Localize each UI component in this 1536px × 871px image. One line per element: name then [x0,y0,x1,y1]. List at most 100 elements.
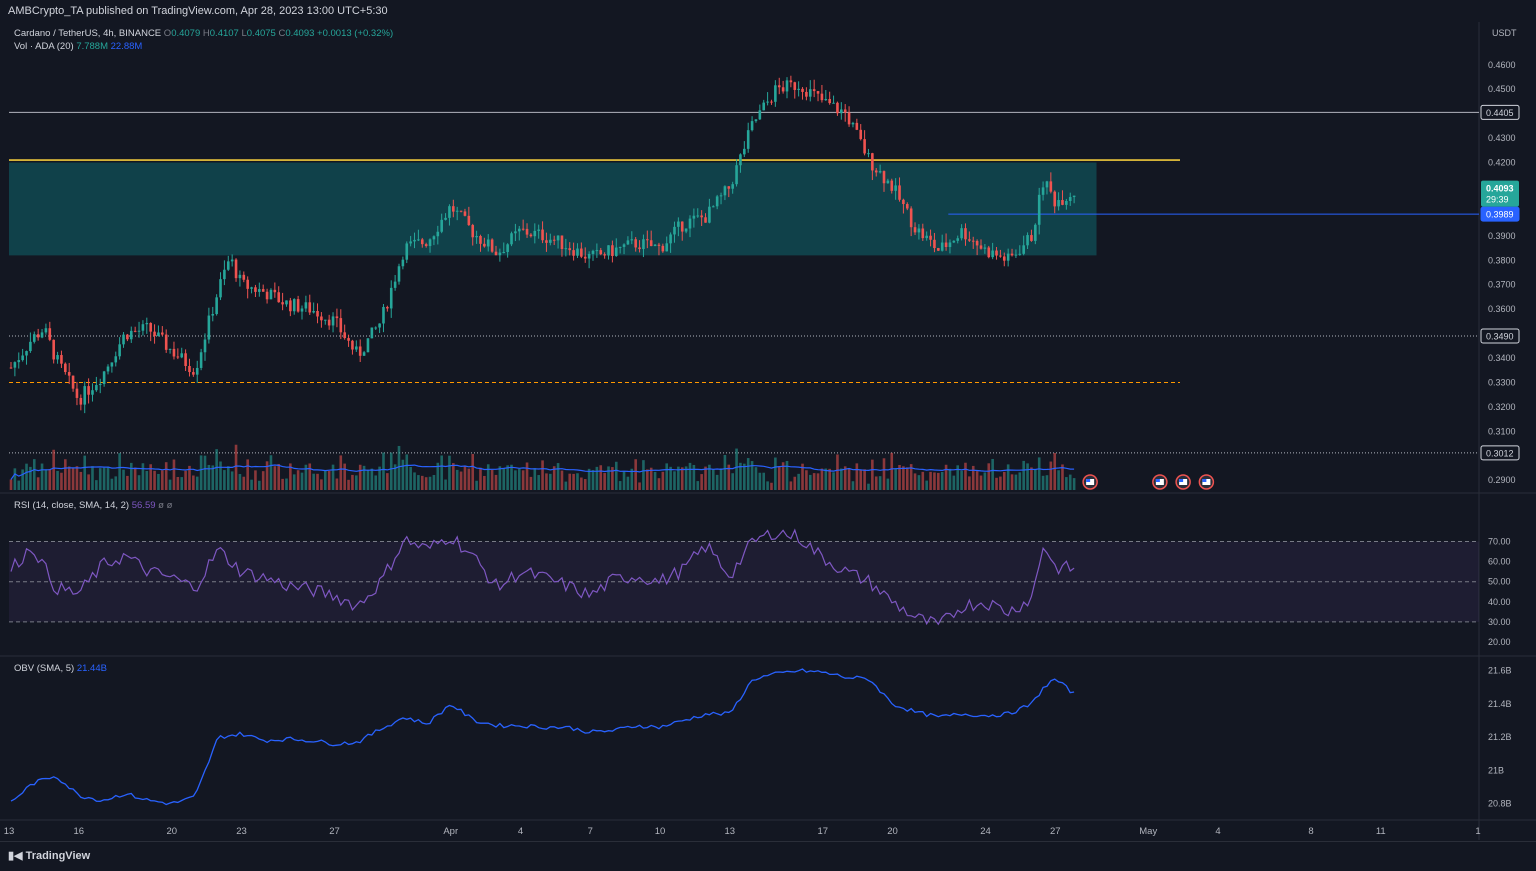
volume-bar [351,474,354,490]
candle-body [316,310,319,317]
time-tick: 16 [73,826,84,837]
economic-events[interactable] [1082,474,1215,490]
candle-body [653,244,657,247]
candle-body [168,348,172,350]
rsi-title: RSI (14, close, SMA, 14, 2) [14,500,130,511]
candle-body [133,330,137,332]
candle-body [739,154,742,166]
volume-bar [273,466,277,490]
us-flag-icon-canton [1086,479,1091,482]
candle-body [696,215,700,217]
price-tick: 0.4600 [1488,60,1516,70]
volume-bar [688,462,692,490]
candle-body [677,221,680,227]
volume-bar [29,466,32,490]
candle-body [719,195,723,197]
candle-body [374,327,378,329]
volume-bar [680,467,684,490]
volume-bar [420,475,424,490]
symbol-title: Cardano / TetherUS, 4h, BINANCE [14,28,162,39]
volume-bar [948,468,952,490]
rsi-legend[interactable]: RSI (14, close, SMA, 14, 2) 56.59 ø ø [14,500,172,511]
volume-legend[interactable]: Vol · ADA (20) 7.788M 22.88M [14,41,142,52]
volume-bar [448,455,451,490]
volume-bar [898,464,901,490]
volume-bar [347,479,350,490]
volume-bar [971,465,975,490]
candle-body [164,334,168,350]
time-axis[interactable]: 13 16 20 23 27 Apr 4 7 10 13 17 20 24 27 May 4 8 11 1 [4,826,1481,837]
price-tick: 0.3900 [1488,231,1516,241]
candle-body [149,322,152,332]
volume-bar [1045,475,1049,490]
volume-bar [770,482,773,490]
candle-body [1034,224,1037,241]
obv-legend[interactable]: OBV (SMA, 5) 21.44B [14,663,107,674]
price-axis[interactable]: USDT 0.4600 0.4500 0.4300 0.4200 0.3900 0.3800… [1480,28,1520,485]
price-tick: 0.4500 [1488,84,1516,94]
candle-body [258,289,261,292]
candle-body [746,130,750,149]
candle-body [486,239,490,247]
candle-body [300,308,304,312]
candle-body [386,306,389,309]
candle-body [944,242,948,248]
rsi-tick: 50.00 [1488,577,1511,587]
volume-bar [626,476,630,490]
candle-body [874,170,878,173]
volume-bar [774,457,777,490]
candle-body [715,196,719,207]
volume-bar [141,463,145,490]
volume-bar [618,481,622,490]
candle-body [48,328,52,340]
open-value: 0.4079 [171,28,201,39]
candle-body [909,208,913,228]
volume-bar [944,464,948,490]
volume-bar [234,444,238,490]
candle-body [506,244,509,252]
volume-bar [533,468,537,490]
volume-bar [572,473,575,490]
volume-bar [277,463,281,490]
volume-bar [855,463,859,490]
candle-body [459,210,463,212]
candle-body [424,244,428,247]
volume-bar [246,459,249,490]
volume-bar [378,466,381,490]
us-flag-icon-canton [1202,479,1207,482]
candle-body [560,235,564,250]
candle-body [219,279,222,298]
candle-body [475,236,478,238]
volume-bar [568,473,572,490]
volume-bar [424,477,428,490]
candle-body [347,338,350,341]
volume-bar [1065,477,1068,490]
candle-body [529,234,533,237]
candle-body [688,218,692,229]
candle-body [273,289,277,293]
obv-tick: 21.2B [1488,732,1512,742]
candle-body [805,91,808,97]
candle-body [17,360,21,363]
candle-body [510,233,513,245]
candle-body [661,245,665,252]
obv-tick: 21B [1488,765,1504,775]
volume-bar [304,464,308,490]
support-resistance-zone [9,162,1097,256]
volume-bar [506,465,509,490]
symbol-legend[interactable]: Cardano / TetherUS, 4h, BINANCE O0.4079 … [14,28,393,39]
candle-body [898,185,901,200]
rsi-empty-value-1: ø [158,500,164,511]
volume-ma-line [10,464,1075,480]
volume-bar [517,468,521,490]
time-tick: 20 [166,826,177,837]
tradingview-logo[interactable]: ▮◀ TradingView [8,849,90,862]
candle-body [1057,200,1060,207]
rsi-tick: 20.00 [1488,637,1511,647]
volume-bar [36,477,40,490]
horizontal-levels[interactable] [9,111,1479,454]
volume-bar [79,471,83,490]
volume-bar [471,453,475,490]
volume-bar [440,455,443,490]
